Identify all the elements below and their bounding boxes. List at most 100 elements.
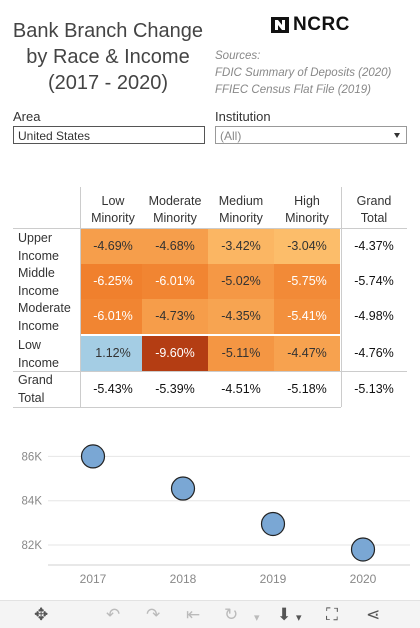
column-total[interactable]: -5.39% xyxy=(155,382,195,396)
column-header-line: Minority xyxy=(285,211,329,225)
revert-icon[interactable]: ⇤ xyxy=(186,605,201,624)
heatmap-cell[interactable]: -5.02% xyxy=(208,264,274,299)
title-line-3: (2017 - 2020) xyxy=(47,72,169,94)
scatter-point[interactable] xyxy=(260,511,286,537)
scatter-point[interactable] xyxy=(170,476,196,501)
institution-filter-dropdown[interactable]: (All) xyxy=(215,126,407,144)
table-divider xyxy=(341,187,342,407)
undo-icon[interactable]: ↶ xyxy=(106,605,121,624)
x-tick-label: 2020 xyxy=(350,572,377,586)
viz-toolbar: ✥ ↶ ↷ ⇤ ↻ ▾ ⬇ ▾ ⛶ ⋖ xyxy=(0,600,420,628)
column-header: Medium Minority xyxy=(208,193,274,227)
y-tick-label: 84K xyxy=(22,496,43,508)
title-line-1: Bank Branch Change xyxy=(12,20,204,42)
column-header-line: Total xyxy=(360,211,388,225)
heatmap-cell[interactable]: -5.75% xyxy=(274,264,340,299)
ncrc-logo-icon xyxy=(271,17,289,33)
row-header-line: Upper xyxy=(18,231,53,245)
column-header: Low Minority xyxy=(80,193,146,227)
chevron-down-icon[interactable] xyxy=(394,133,400,138)
download-icon[interactable]: ⬇ xyxy=(277,605,292,624)
heatmap-cell[interactable]: -6.01% xyxy=(80,299,146,334)
column-header-line: Minority xyxy=(153,211,197,225)
download-menu-chevron-icon[interactable]: ▾ xyxy=(296,612,302,624)
heatmap-cell[interactable]: -4.35% xyxy=(208,299,274,334)
row-total[interactable]: -4.76% xyxy=(354,346,394,360)
table-divider xyxy=(80,187,81,407)
heatmap-cell[interactable]: -4.47% xyxy=(274,336,340,371)
source-fdic: FDIC Summary of Deposits (2020) xyxy=(215,67,392,79)
column-header-line: Grand xyxy=(356,194,392,208)
row-total[interactable]: -4.37% xyxy=(354,239,394,253)
row-header: Low Income xyxy=(18,337,59,372)
y-tick-label: 86K xyxy=(22,451,43,463)
column-total[interactable]: -5.18% xyxy=(287,382,327,396)
logo-text: NCRC xyxy=(293,14,350,35)
column-header-line: High xyxy=(294,194,320,208)
column-header-line: Minority xyxy=(219,211,263,225)
refresh-icon[interactable]: ↻ xyxy=(224,605,239,624)
column-total[interactable]: -5.43% xyxy=(93,382,133,396)
table-divider xyxy=(13,228,407,229)
institution-filter-label: Institution xyxy=(215,109,271,124)
x-tick-label: 2017 xyxy=(80,572,107,586)
row-total[interactable]: -4.98% xyxy=(354,309,394,323)
row-header-line: Moderate xyxy=(18,301,71,315)
row-header-line: Income xyxy=(18,355,59,370)
heatmap-cell[interactable]: -4.73% xyxy=(142,299,208,334)
grand-total-value[interactable]: -5.13% xyxy=(354,382,394,396)
row-header-line: Income xyxy=(18,318,59,333)
refresh-menu-chevron-icon[interactable]: ▾ xyxy=(254,612,260,624)
column-header: Moderate Minority xyxy=(142,193,208,227)
row-header: Grand Total xyxy=(18,372,53,407)
row-header-line: Total xyxy=(18,390,45,405)
dashboard-title: Bank Branch Change by Race & Income (201… xyxy=(8,18,208,96)
heatmap-cell[interactable]: -5.41% xyxy=(274,299,340,334)
scatter-point[interactable] xyxy=(350,537,376,562)
area-filter-value: United States xyxy=(18,129,91,143)
row-header-line: Income xyxy=(18,248,59,263)
sources-block: Sources: FDIC Summary of Deposits (2020)… xyxy=(215,48,391,99)
sources-heading: Sources: xyxy=(215,50,261,62)
area-filter-input[interactable]: United States xyxy=(13,126,205,144)
row-header-line: Middle xyxy=(18,266,55,280)
row-header: Upper Income xyxy=(18,230,59,265)
column-header-line: Minority xyxy=(91,211,135,225)
institution-filter-value: (All) xyxy=(220,129,242,143)
y-tick-label: 82K xyxy=(22,540,43,552)
scatter-point[interactable] xyxy=(80,444,106,469)
row-header: Moderate Income xyxy=(18,300,71,335)
heatmap-cell[interactable]: 1.12% xyxy=(80,336,146,371)
heatmap-cell[interactable]: -9.60% xyxy=(142,336,208,371)
heatmap-cell[interactable]: -4.69% xyxy=(80,229,146,264)
column-total[interactable]: -4.51% xyxy=(221,382,261,396)
area-filter-label: Area xyxy=(13,109,41,124)
heatmap-cell[interactable]: -6.25% xyxy=(80,264,146,299)
heatmap-cell[interactable]: -3.42% xyxy=(208,229,274,264)
x-tick-label: 2018 xyxy=(170,572,197,586)
column-header-line: Moderate xyxy=(148,194,202,208)
fullscreen-icon[interactable]: ⛶ xyxy=(326,605,338,624)
heatmap-cell[interactable]: -5.11% xyxy=(208,336,274,371)
column-header-line: Medium xyxy=(218,194,264,208)
heatmap-cell[interactable]: -6.01% xyxy=(142,264,208,299)
source-ffiec: FFIEC Census Flat File (2019) xyxy=(215,84,371,96)
ncrc-logo: NCRC xyxy=(270,14,350,36)
heatmap-cell[interactable]: -4.68% xyxy=(142,229,208,264)
redo-icon[interactable]: ↷ xyxy=(146,605,161,624)
row-header-line: Low xyxy=(18,338,41,352)
table-divider xyxy=(13,407,341,408)
row-total[interactable]: -5.74% xyxy=(354,274,394,288)
row-header-line: Grand xyxy=(18,373,53,387)
table-divider xyxy=(13,371,407,372)
x-tick-label: 2019 xyxy=(260,572,287,586)
branch-count-scatter-chart: 82K 84K 86K 2017 2018 2019 2020 xyxy=(22,444,410,586)
share-icon[interactable]: ⋖ xyxy=(366,605,381,624)
move-icon[interactable]: ✥ xyxy=(34,605,49,624)
row-header: Middle Income xyxy=(18,265,59,300)
heatmap-cell[interactable]: -3.04% xyxy=(274,229,340,264)
column-header-line: Low xyxy=(101,194,125,208)
row-header-line: Income xyxy=(18,283,59,298)
column-header: Grand Total xyxy=(341,193,407,227)
column-header: High Minority xyxy=(274,193,340,227)
